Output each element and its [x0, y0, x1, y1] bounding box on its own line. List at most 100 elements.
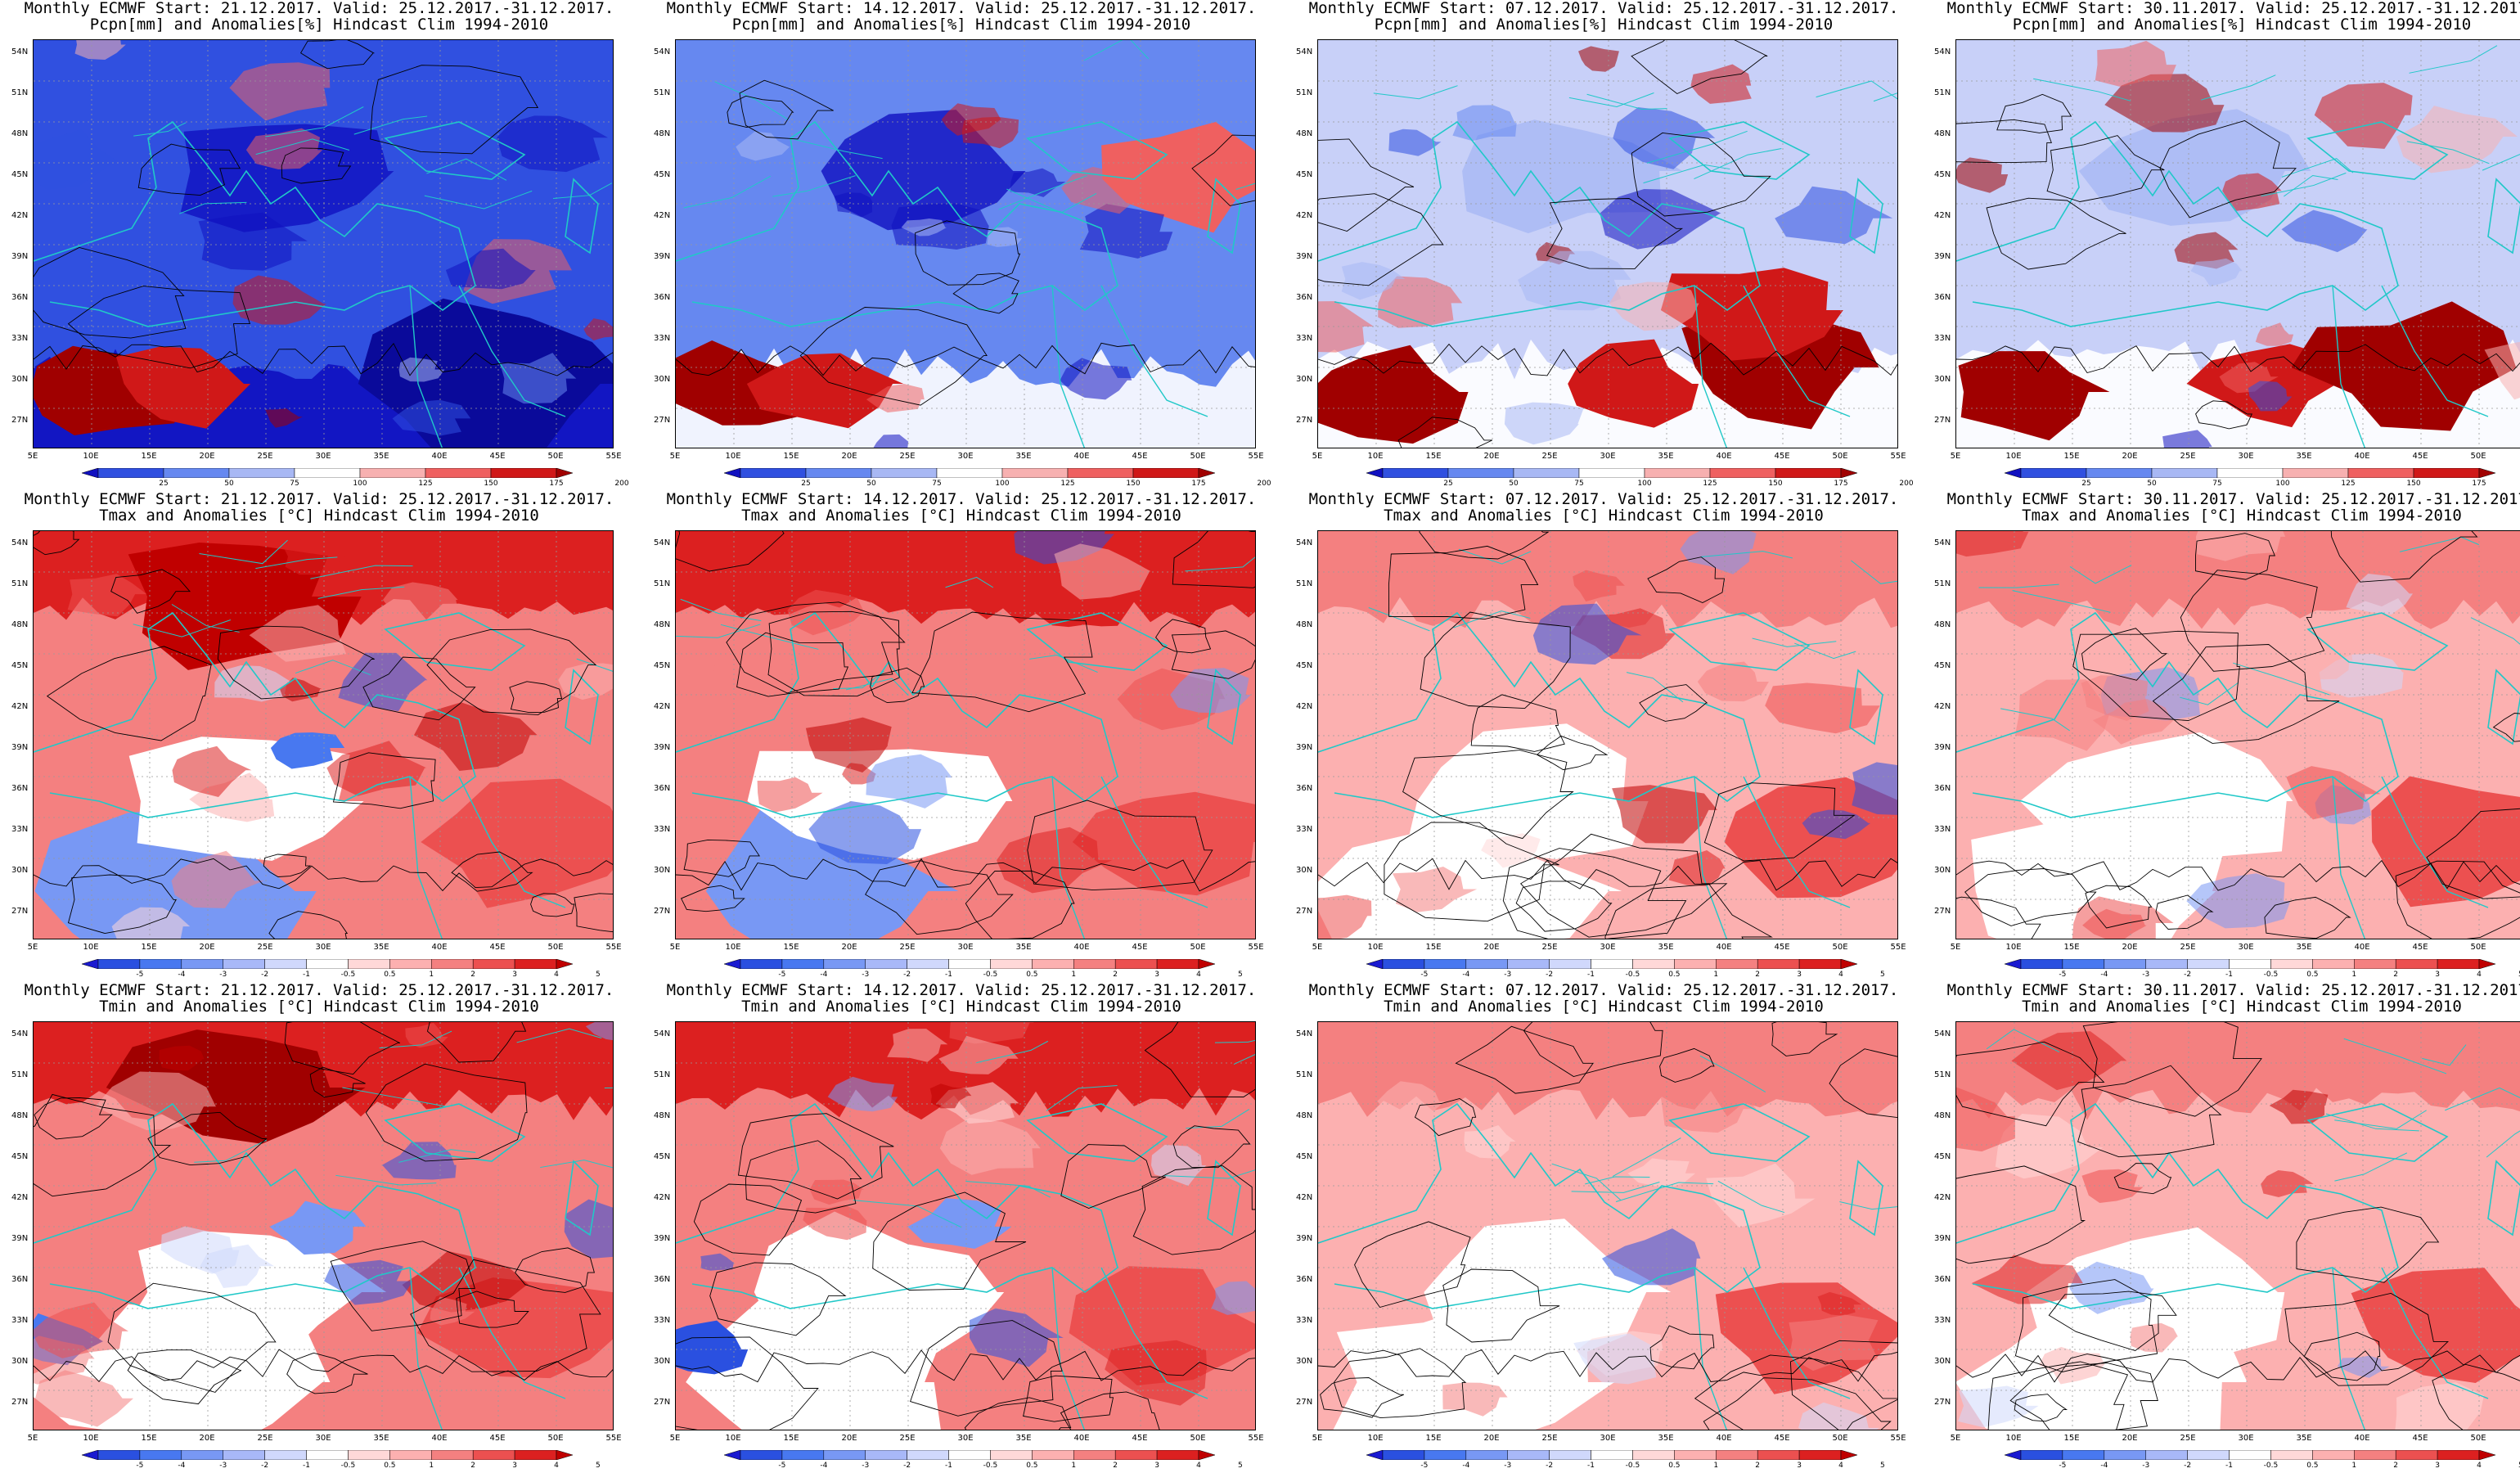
- colorbar-segment: [823, 1450, 866, 1460]
- contour-line: [1647, 556, 1726, 603]
- anomaly-region: [1014, 531, 1114, 565]
- colorbar-label: -2: [261, 1462, 269, 1470]
- coastline: [1207, 669, 1241, 746]
- anomaly-region: [1060, 358, 1132, 400]
- anomaly-region: [585, 1022, 613, 1041]
- coastline: [409, 1267, 566, 1430]
- colorbar-label: 1: [429, 971, 434, 979]
- colorbar-label: -5: [2059, 971, 2067, 979]
- border-line: [1717, 1180, 1785, 1214]
- colorbar-label: 150: [2406, 480, 2421, 488]
- latitude-label: 54N: [654, 538, 671, 547]
- anomaly-region: [405, 1023, 448, 1048]
- contour-line: [2113, 1163, 2172, 1195]
- latitude-label: 42N: [654, 702, 671, 711]
- contour-line: [426, 628, 597, 715]
- latitude-label: 27N: [654, 416, 671, 425]
- contour-line: [426, 1022, 527, 1063]
- latitude-label: 30N: [1934, 866, 1951, 875]
- border-line: [1084, 40, 1150, 61]
- border-line: [2012, 590, 2111, 613]
- longitude-label: 10E: [1367, 1434, 1384, 1443]
- longitude-label: 10E: [2005, 943, 2022, 952]
- colorbar-label: 1: [1071, 1462, 1077, 1470]
- longitude-label: 50E: [1190, 1434, 1206, 1443]
- longitude-label: 45E: [1132, 943, 1148, 952]
- longitude-label: 30E: [315, 943, 331, 952]
- latitude-label: 45N: [654, 661, 671, 670]
- anomaly-region: [34, 129, 119, 190]
- colorbar-label: 25: [1443, 480, 1453, 488]
- longitude-label: 50E: [1190, 943, 1206, 952]
- longitude-label: 5E: [27, 1434, 38, 1443]
- anomaly-region: [1798, 1402, 1879, 1430]
- longitude-label: 25E: [899, 943, 916, 952]
- colorbar-segment: [223, 959, 265, 969]
- longitude-label: 45E: [489, 943, 506, 952]
- latitude-label: 54N: [11, 538, 29, 547]
- contour-line: [1987, 1361, 2129, 1430]
- anomaly-region: [1318, 894, 1372, 939]
- anomaly-region: [961, 116, 1019, 149]
- colorbar-arrow-high: [1198, 1450, 1215, 1460]
- longitude-label: 40E: [1716, 1434, 1732, 1443]
- contour-line: [2303, 1331, 2381, 1381]
- latitude-label: 27N: [1934, 416, 1951, 425]
- latitude-label: 36N: [1296, 784, 1313, 793]
- latitude-label: 48N: [11, 620, 29, 629]
- latitude-label: 33N: [1934, 1316, 1951, 1325]
- colorbar-label: 125: [1703, 480, 1717, 488]
- latitude-label: 42N: [654, 1193, 671, 1202]
- colorbar: [724, 959, 1215, 969]
- colorbar-segment: [389, 1450, 432, 1460]
- anomaly-region: [1424, 1218, 1672, 1365]
- latitude-label: 36N: [1934, 293, 1951, 302]
- colorbar-segment: [1549, 1450, 1591, 1460]
- latitude-label: 48N: [1934, 129, 1951, 138]
- anomaly-region: [1318, 301, 1374, 353]
- coastline: [1318, 1102, 1761, 1309]
- latitude-label: 42N: [1934, 211, 1951, 220]
- colorbar-label: 75: [1574, 480, 1584, 488]
- colorbar-label: -4: [178, 971, 186, 979]
- contour-line: [67, 286, 251, 369]
- anomaly-region: [280, 678, 322, 702]
- contour-line: [1956, 1041, 2105, 1127]
- latitude-label: 51N: [1934, 1070, 1951, 1079]
- contour-line: [2195, 400, 2253, 430]
- contour-line: [1771, 1022, 1838, 1056]
- longitude-label: 15E: [2063, 1434, 2080, 1443]
- border-line: [1233, 1054, 1255, 1065]
- colorbar-label: 2: [1755, 1462, 1761, 1470]
- colorbar-segment: [2312, 1450, 2355, 1460]
- colorbar-segment: [1632, 959, 1675, 969]
- panel-title-run: Monthly ECMWF Start: 14.12.2017. Valid: …: [666, 0, 1257, 17]
- longitude-label: 25E: [899, 452, 916, 461]
- longitude-label: 50E: [2470, 452, 2486, 461]
- contour-line: [1455, 1025, 1594, 1094]
- anomaly-region: [2027, 1227, 2285, 1364]
- contour-line: [676, 1349, 1255, 1383]
- longitude-label: 10E: [1367, 452, 1384, 461]
- contour-line: [281, 147, 352, 184]
- colorbar-label: 200: [614, 480, 629, 488]
- colorbar-segment: [1382, 1450, 1425, 1460]
- coastline: [1026, 1103, 1168, 1162]
- colorbar-segment: [181, 959, 223, 969]
- contour-line: [1132, 1165, 1255, 1255]
- border-line: [2180, 682, 2239, 705]
- coastline: [34, 611, 476, 818]
- contour-line: [147, 1111, 268, 1166]
- colorbar-label: 100: [995, 480, 1010, 488]
- coastline: [2306, 612, 2449, 671]
- colorbar-segment: [2229, 959, 2271, 969]
- anomaly-region: [95, 1071, 216, 1130]
- colorbar-label: -4: [1462, 971, 1470, 979]
- border-line: [265, 106, 364, 137]
- anomaly-region: [232, 275, 326, 325]
- coastline: [2487, 669, 2520, 746]
- anomaly-region: [1452, 105, 1517, 142]
- latitude-label: 54N: [1296, 538, 1313, 547]
- colorbar-label: 175: [2472, 480, 2486, 488]
- coastline: [676, 120, 1118, 327]
